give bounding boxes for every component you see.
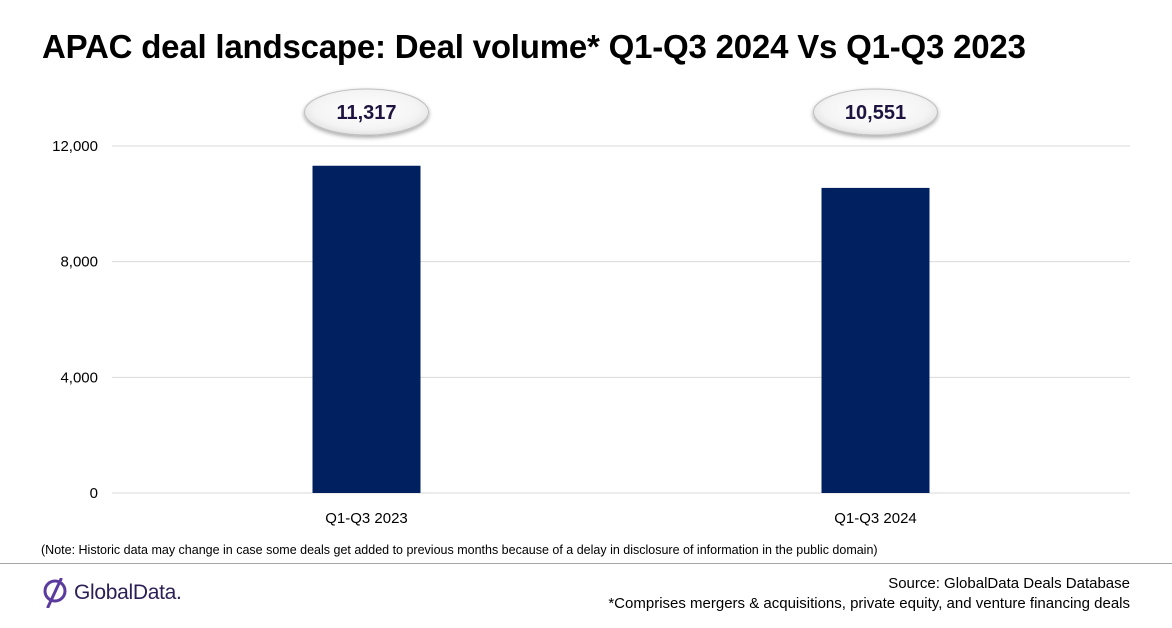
footnote-disclaimer: (Note: Historic data may change in case …: [41, 543, 878, 557]
globaldata-logo: GlobalData.: [42, 578, 182, 608]
globaldata-logo-icon: [43, 578, 67, 608]
x-tick-label: Q1-Q3 2024: [834, 510, 917, 527]
x-axis-tick-labels: Q1-Q3 2023 Q1-Q3 2024: [325, 510, 917, 527]
chart-title: APAC deal landscape: Deal volume* Q1-Q3 …: [42, 28, 1026, 65]
y-axis-tick-labels: 0 4,000 8,000 12,000: [52, 138, 98, 502]
source-block: Source: GlobalData Deals Database *Compr…: [608, 574, 1130, 614]
data-label-bubble: [813, 88, 938, 136]
data-label-bubble: [304, 88, 429, 136]
footer-divider: [0, 563, 1172, 564]
source-text: Source: GlobalData Deals Database: [888, 575, 1130, 592]
comprises-footnote: *Comprises mergers & acquisitions, priva…: [608, 595, 1130, 612]
data-label: 10,551: [845, 102, 906, 124]
bar: [821, 187, 930, 493]
x-tick-label: Q1-Q3 2023: [325, 510, 408, 527]
y-tick-label: 12,000: [52, 138, 98, 155]
bar-chart: 0 4,000 8,000 12,000 Q1-Q3 2023 Q1-Q3 2024 1…: [52, 88, 1130, 527]
bars: [312, 165, 930, 494]
grid-lines: [112, 145, 1130, 494]
data-labels: 11,317 10,551: [304, 88, 938, 136]
y-tick-label: 0: [90, 485, 98, 502]
y-tick-label: 4,000: [60, 369, 98, 386]
bar: [312, 165, 421, 494]
logo-wordmark: GlobalData.: [74, 581, 182, 604]
y-tick-label: 8,000: [60, 254, 98, 271]
data-label: 11,317: [336, 102, 396, 124]
